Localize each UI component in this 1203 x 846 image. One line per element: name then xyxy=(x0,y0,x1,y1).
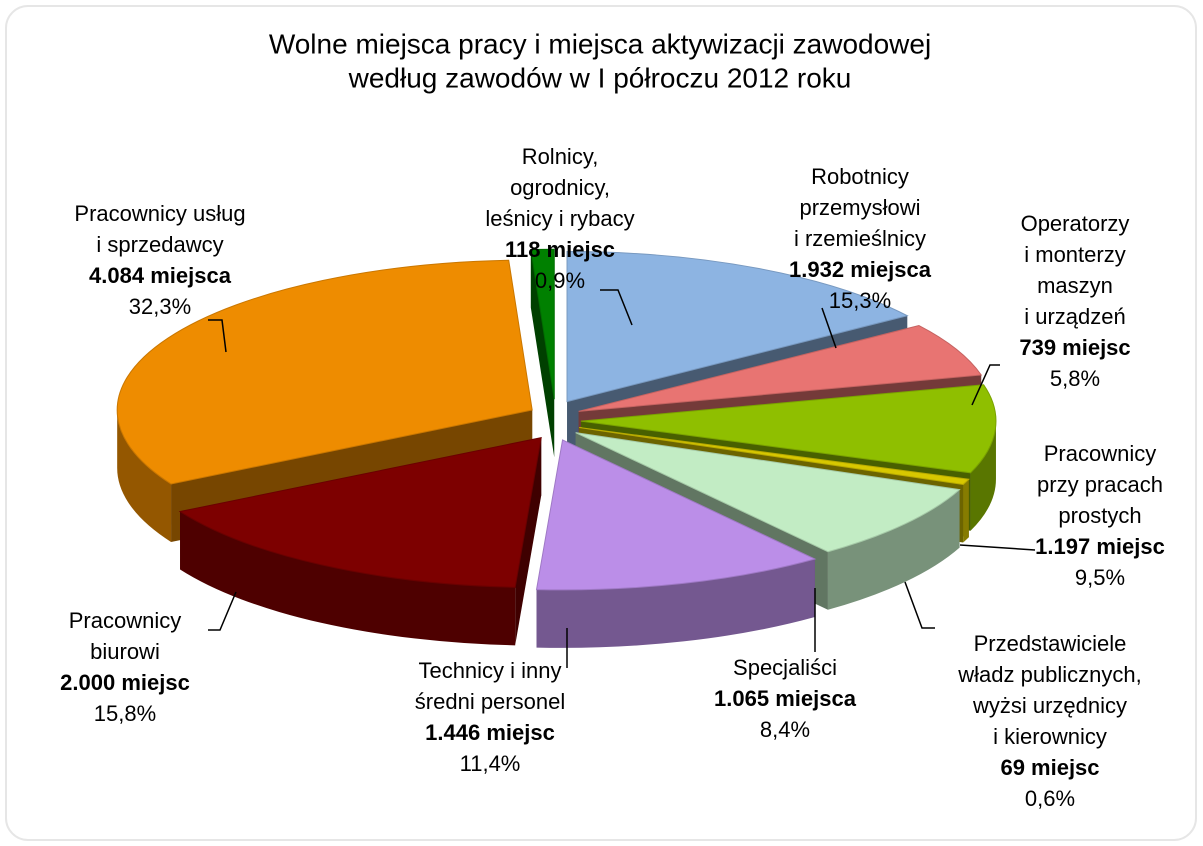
category-label: Robotnicy xyxy=(811,164,909,189)
category-label: wyżsi urzędnicy xyxy=(972,693,1127,718)
category-label: przemysłowi xyxy=(799,195,920,220)
leader-line xyxy=(959,544,1036,551)
value-label: 32,3% xyxy=(129,294,191,319)
count-label: 1.932 miejsca xyxy=(789,257,932,282)
leader-line xyxy=(208,591,237,631)
category-label: maszyn xyxy=(1037,273,1113,298)
category-label: średni personel xyxy=(415,689,565,714)
value-label: 11,4% xyxy=(460,751,521,776)
category-label: leśnicy i rybacy xyxy=(485,206,634,231)
category-label: Przedstawiciele xyxy=(974,631,1127,656)
category-label: przy pracach xyxy=(1037,472,1163,497)
category-label: i kierownicy xyxy=(993,724,1107,749)
category-label: Pracownicy xyxy=(1044,441,1156,466)
leader-lines xyxy=(208,289,1036,668)
count-label: 2.000 miejsc xyxy=(60,670,190,695)
category-label: i rzemieślnicy xyxy=(794,226,926,251)
category-label: Technicy i inny xyxy=(418,658,561,683)
count-label: 1.065 miejsca xyxy=(714,686,857,711)
count-label: 739 miejsc xyxy=(1019,335,1130,360)
value-label: 15,3% xyxy=(829,288,891,313)
leader-line xyxy=(208,319,227,353)
count-label: 4.084 miejsca xyxy=(89,263,232,288)
slice-wall xyxy=(117,410,172,542)
slice-top xyxy=(575,432,961,553)
slice-wall xyxy=(180,511,516,646)
slice-top xyxy=(566,251,909,403)
value-label: 8,4% xyxy=(760,717,810,742)
leader-line xyxy=(821,307,837,349)
chart-title: według zawodów w I półroczu 2012 roku xyxy=(348,62,852,93)
count-label: 1.446 miejsc xyxy=(425,720,555,745)
slice-side xyxy=(530,249,555,458)
slice-wall xyxy=(536,558,815,648)
value-label: 0,9% xyxy=(535,268,585,293)
slice-top xyxy=(530,248,555,400)
category-label: i monterzy xyxy=(1024,242,1125,267)
category-label: biurowi xyxy=(90,639,160,664)
value-label: 15,8% xyxy=(94,701,156,726)
slice-wall xyxy=(963,479,969,543)
leader-line xyxy=(600,289,633,326)
value-label: 5,8% xyxy=(1050,366,1100,391)
value-label: 0,6% xyxy=(1025,786,1075,811)
category-label: ogrodnicy, xyxy=(510,175,610,200)
count-label: 118 miejsc xyxy=(505,237,615,262)
category-label: Rolnicy, xyxy=(522,144,599,169)
category-label: Operatorzy xyxy=(1021,211,1130,236)
data-labels: Robotnicy przemysłowi i rzemieślnicy 1.932 … xyxy=(60,144,1165,811)
category-label: Specjaliści xyxy=(733,655,837,680)
value-label: 9,5% xyxy=(1075,565,1125,590)
slice xyxy=(535,439,817,648)
slice-top xyxy=(579,427,970,486)
category-label: i sprzedawcy xyxy=(96,232,223,257)
slice-top xyxy=(116,259,533,485)
category-label: prostych xyxy=(1058,503,1141,528)
count-label: 1.197 miejsc xyxy=(1035,534,1165,559)
category-label: i urządzeń xyxy=(1024,304,1126,329)
slice-top xyxy=(535,439,817,591)
category-label: władz publicznych, xyxy=(957,662,1141,687)
count-label: 69 miejsc xyxy=(1000,755,1099,780)
leader-line xyxy=(971,364,1000,406)
category-label: Pracownicy xyxy=(69,608,181,633)
pie xyxy=(116,248,997,648)
slice-top xyxy=(580,384,997,474)
slice-top xyxy=(178,436,542,588)
chart-title: Wolne miejsca pracy i miejsca aktywizacj… xyxy=(269,28,931,59)
slice-wall xyxy=(827,489,960,610)
slice xyxy=(178,436,542,646)
slice xyxy=(530,248,555,458)
slice-wall xyxy=(970,421,996,531)
leader-line xyxy=(904,581,935,629)
slice-top xyxy=(578,324,983,412)
category-label: Pracownicy usług xyxy=(74,201,245,226)
